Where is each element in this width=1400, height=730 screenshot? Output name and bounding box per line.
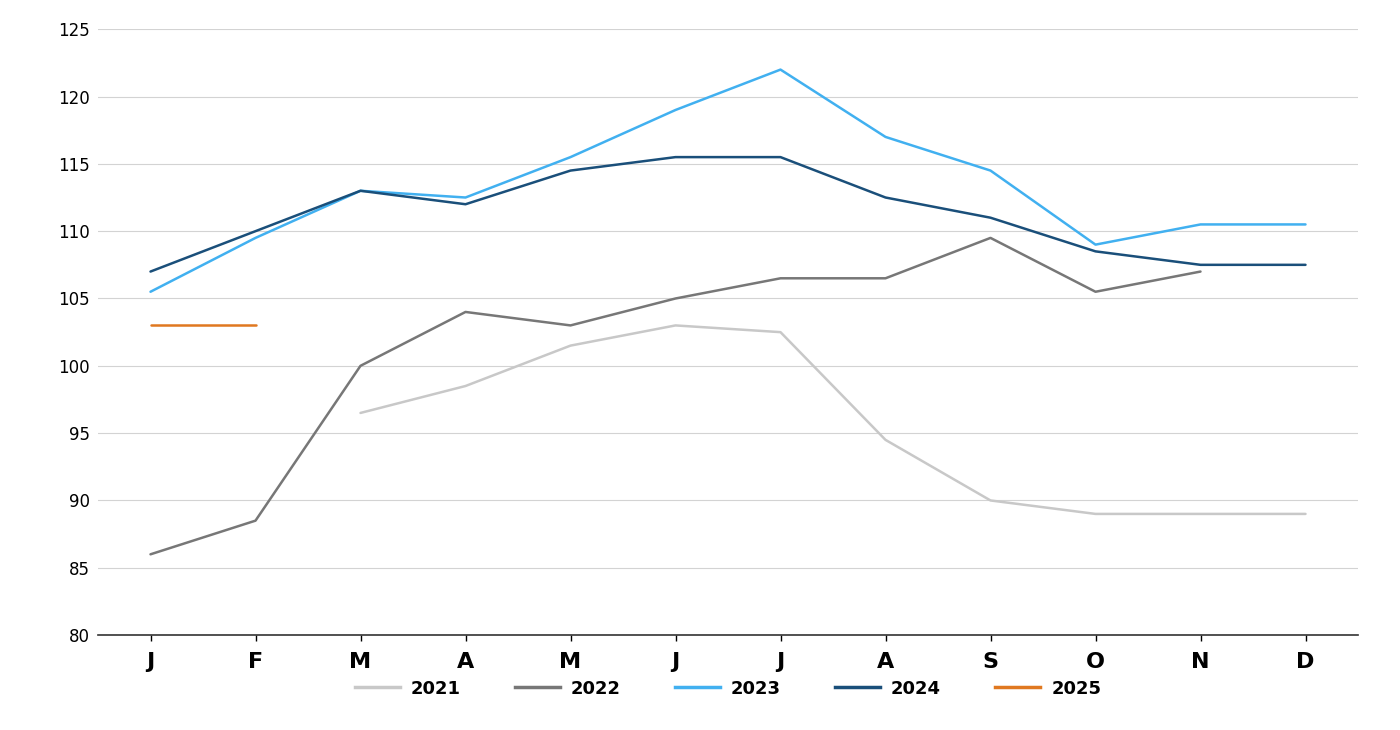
Legend: 2021, 2022, 2023, 2024, 2025: 2021, 2022, 2023, 2024, 2025 — [347, 672, 1109, 705]
